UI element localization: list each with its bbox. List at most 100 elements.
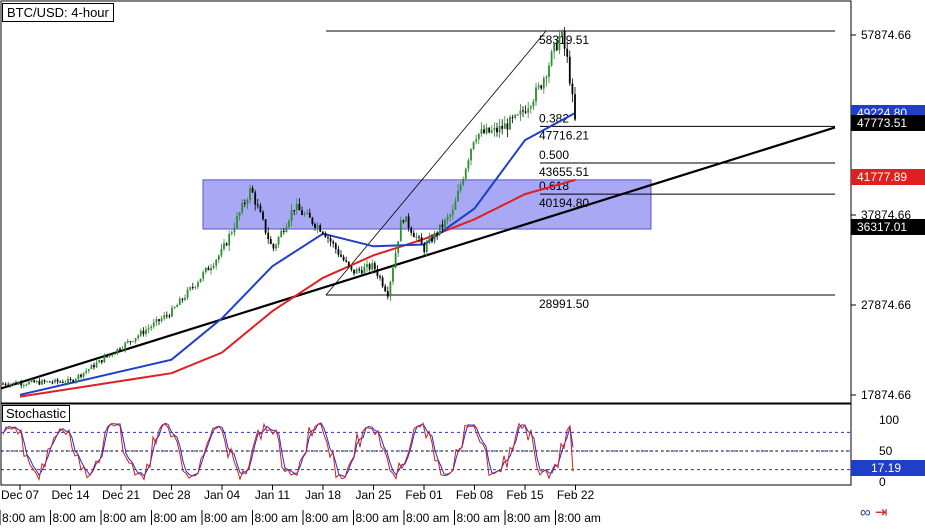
candle-body [298,203,301,211]
candle-body [290,210,293,221]
candle-body [121,348,124,351]
candle-body [207,267,210,271]
candle-body [415,236,418,238]
candle-body [256,204,259,206]
candle-body [228,233,231,246]
candle-body [493,127,496,131]
candle-body [93,364,95,368]
x-axis-date-label: Feb 01 [405,488,443,502]
x-axis-time-label: 8:00 am [558,511,601,525]
candle-body [202,272,205,279]
x-axis-time-label: 8:00 am [2,511,45,525]
candle-body [9,383,12,386]
candle-body [223,243,225,250]
candle-body [210,267,212,271]
candle-body [563,30,566,49]
candle-body [64,382,67,384]
candle-body [350,265,353,270]
candle-body [371,263,374,270]
candle-body [496,127,498,133]
candle-body [506,123,509,130]
candle-body [459,184,462,191]
candle-body [470,149,472,161]
price-tag-label: 36317.01 [857,220,907,234]
candle-body [35,381,38,383]
candle-body [485,127,488,134]
candle-body [303,213,306,215]
candle-body [324,233,327,238]
candle-body [77,374,80,380]
fib-price-label: 28991.50 [539,297,589,311]
candle-body [74,379,77,382]
price-tag-label: 47773.51 [857,116,907,130]
candle-body [293,210,296,212]
candle-body [28,381,30,385]
x-axis-time-label: 8:00 am [305,511,348,525]
price-axis-label: 27874.66 [861,298,911,312]
candle-body [342,256,345,261]
candle-body [139,330,142,336]
candle-body [509,116,511,130]
candle-body [412,232,415,238]
candle-body [233,227,236,233]
ma-slow-line [19,178,576,398]
candle-body [103,356,106,363]
candle-body [259,205,262,213]
candle-body [464,168,467,179]
candle-body [142,330,145,334]
candle-body [410,227,413,233]
candle-body [69,379,72,381]
candle-body [384,286,387,292]
candle-body [457,190,459,202]
candle-body [475,139,478,142]
candle-body [33,380,36,383]
link-icon[interactable]: ∞ [860,504,871,521]
candle-body [545,77,548,79]
candle-body [301,210,303,215]
candle-body [46,381,49,383]
x-axis-date-label: Jan 04 [204,488,240,502]
candle-body [82,372,85,377]
candle-body [379,276,381,278]
candle-body [95,362,98,368]
candle-body [129,341,132,343]
candle-body [498,125,501,133]
x-axis-date-label: Jan 11 [255,488,290,502]
candle-body [316,225,319,228]
candle-body [98,359,101,363]
candle-body [194,286,197,288]
fib-ratio-label: 0.382 [539,111,569,125]
candle-body [241,202,244,213]
candle-body [251,187,254,193]
x-axis-date-label: Feb 15 [506,488,544,502]
candle-body [558,36,561,51]
candle-body [2,383,4,385]
candle-body [527,108,530,113]
candle-body [199,278,202,283]
candle-body [186,289,189,298]
candle-body [178,298,181,305]
x-axis-time-label: 8:00 am [356,511,399,525]
stoch-axis-label: 0 [879,475,886,489]
x-axis-date-label: Dec 14 [51,488,89,502]
candle-body [137,335,140,339]
candle-body [397,241,400,253]
candles-group [2,27,576,389]
x-axis-date-label: Feb 08 [456,488,494,502]
candle-body [306,212,309,214]
candle-body [220,249,223,256]
support-zone [202,179,652,230]
candle-body [230,232,233,234]
candle-body [308,212,311,218]
candle-body [373,263,376,270]
candle-body [272,244,275,249]
arrow-right-bar-icon[interactable]: ⇥ [874,504,888,521]
candle-body [366,264,368,268]
candle-body [147,328,150,330]
candle-body [553,43,556,52]
candle-body [38,381,41,385]
candle-body [100,359,103,363]
candle-body [399,220,402,242]
